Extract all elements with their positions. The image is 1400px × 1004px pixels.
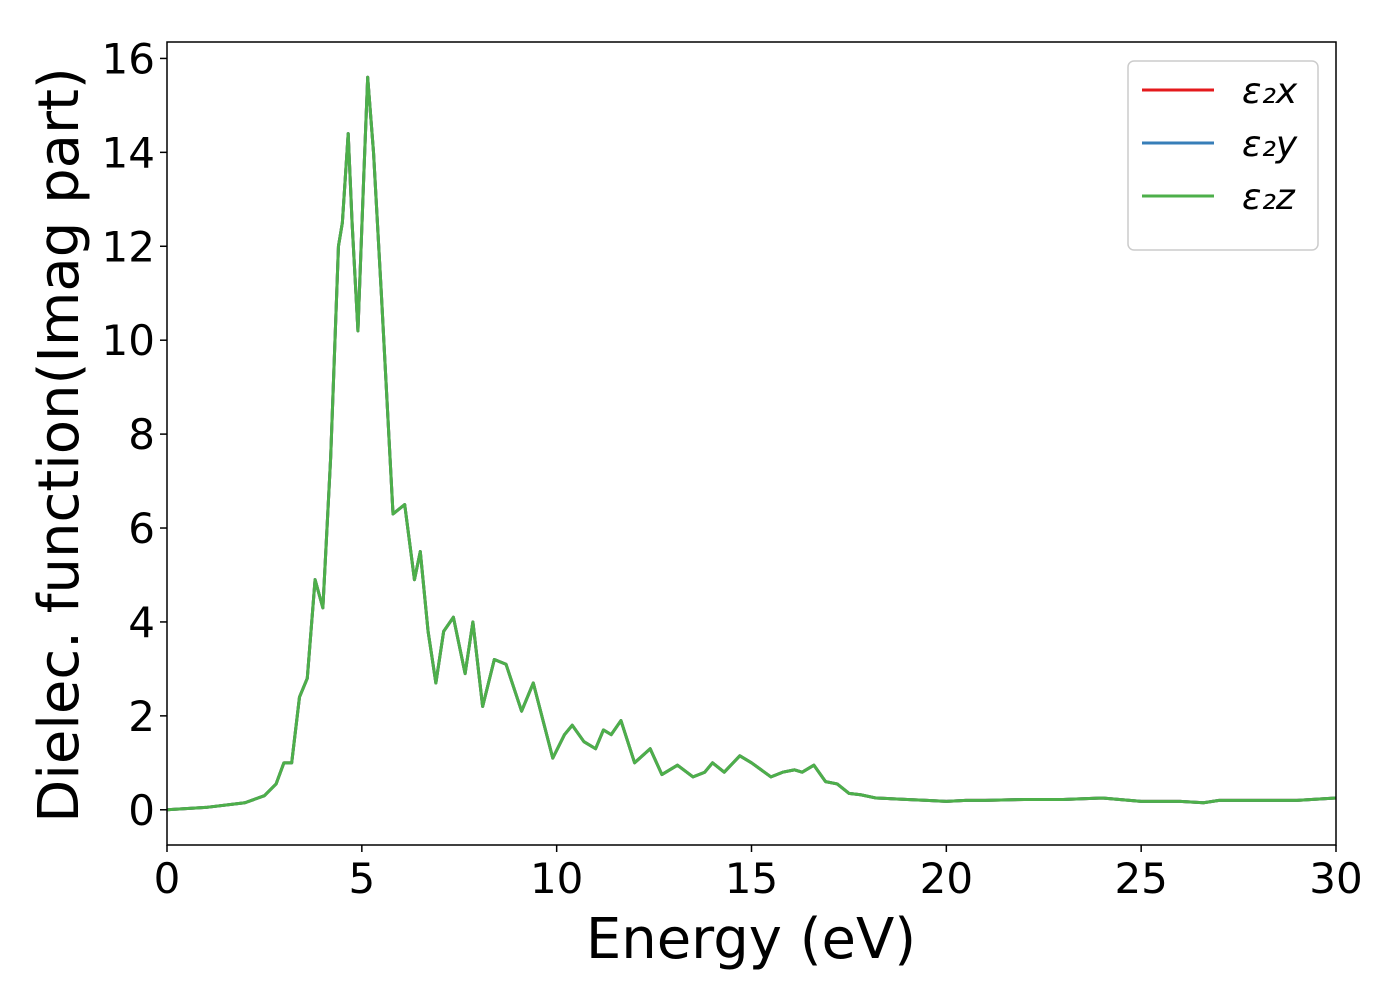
y-tick-label: 16: [102, 34, 155, 83]
y-axis-label: Dielec. function(Imag part): [27, 67, 92, 823]
y-tick-label: 6: [128, 504, 155, 553]
y-tick-label: 12: [102, 222, 155, 271]
y-tick-label: 10: [102, 316, 155, 365]
plot-frame: [166, 41, 1337, 846]
x-axis-label: Energy (eV): [586, 907, 916, 972]
x-tick-label: 5: [348, 854, 375, 903]
legend-label: ε₂x: [1242, 71, 1298, 112]
data-line: [167, 75, 1336, 812]
y-tick-label: 8: [128, 410, 155, 459]
y-tick-label: 4: [128, 598, 155, 647]
x-tick-label: 30: [1309, 854, 1362, 903]
y-tick-label: 2: [128, 692, 155, 741]
y-tick-label: 14: [102, 128, 155, 177]
x-tick-label: 0: [154, 854, 181, 903]
x-tick-label: 15: [725, 854, 778, 903]
y-tick-label: 0: [128, 786, 155, 835]
legend-box: [1127, 60, 1319, 251]
x-tick-label: 20: [920, 854, 973, 903]
legend-label: ε₂z: [1242, 177, 1296, 218]
x-tick-label: 25: [1114, 854, 1167, 903]
legend-label: ε₂y: [1242, 124, 1298, 165]
x-tick-label: 10: [530, 854, 583, 903]
